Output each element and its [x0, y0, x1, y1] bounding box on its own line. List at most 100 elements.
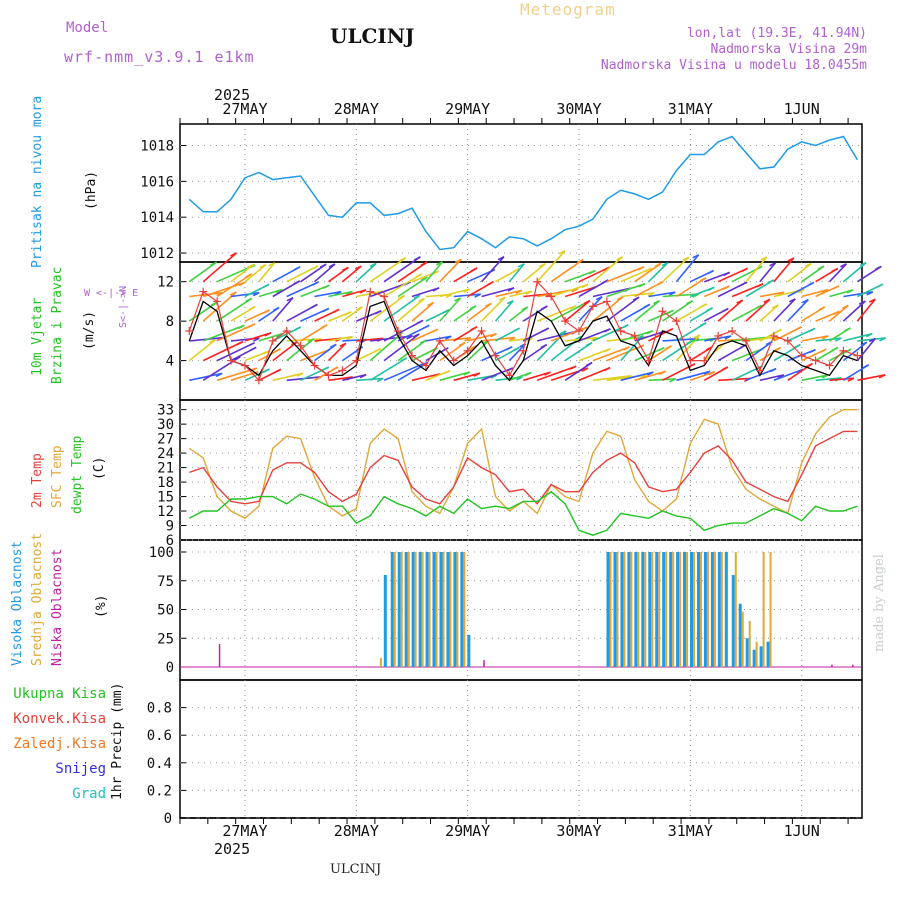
- wind-arrow: [648, 262, 669, 283]
- y-tick-label: 15: [157, 490, 174, 506]
- wind-arrow-head: [769, 262, 776, 267]
- high-cloud-bar: [404, 552, 408, 667]
- gust-marker: [658, 307, 667, 316]
- gust-marker: [742, 336, 751, 345]
- wind-arrow-head: [538, 262, 546, 268]
- wind-arrow: [202, 291, 237, 322]
- wind-arrow: [620, 371, 654, 382]
- wind-arrow: [536, 305, 576, 322]
- high-cloud-bar: [439, 552, 443, 667]
- wind-arrow: [272, 297, 294, 322]
- panel-frame: [179, 123, 863, 263]
- wind-arrow-head: [787, 257, 795, 262]
- wind-arrow: [745, 256, 768, 283]
- wind-arrow-head: [432, 287, 440, 292]
- wind-arrow-head: [445, 293, 452, 299]
- wind-arrow-head: [603, 366, 611, 372]
- wind-arrow-head: [821, 288, 829, 294]
- y-tick-label: 4: [166, 354, 174, 370]
- wind-arrow: [425, 261, 444, 283]
- wind-arrow-head: [622, 346, 630, 351]
- wind-arrow-head: [699, 321, 707, 327]
- gust-marker: [366, 287, 375, 296]
- wind-arrow-head: [840, 263, 847, 268]
- wind-arrow-head: [474, 293, 482, 298]
- low-cloud-bar: [483, 660, 485, 667]
- wind-arrow-head: [331, 366, 339, 371]
- mid-cloud-bar: [414, 552, 417, 667]
- wind-arrow-head: [263, 309, 270, 314]
- year-bottom: 2025: [214, 840, 251, 858]
- wind-arrow-head: [320, 324, 328, 329]
- y-tick-label: 0.6: [147, 728, 172, 744]
- high-cloud-bar: [620, 552, 624, 667]
- high-cloud-bar: [613, 552, 617, 667]
- wind-arrow-head: [589, 269, 596, 275]
- wind-arrow-head: [245, 273, 253, 278]
- low-cloud-bar: [218, 644, 221, 667]
- mid-cloud-bar: [637, 552, 640, 667]
- wind-arrow-head: [420, 261, 428, 266]
- wind-arrow: [369, 331, 404, 362]
- wind-arrow-head: [708, 371, 716, 376]
- gust-marker: [616, 327, 625, 335]
- wind-arrow-head: [868, 298, 876, 303]
- wind-arrow: [536, 250, 566, 283]
- wind-arrow-head: [667, 309, 674, 315]
- wind-arrow-head: [458, 341, 466, 347]
- wind-arrow-head: [415, 273, 423, 278]
- y-tick-label: 12: [157, 275, 174, 291]
- wind-arrow-head: [653, 299, 660, 305]
- high-cloud-bar: [627, 552, 631, 667]
- high-cloud-bar: [683, 552, 687, 667]
- wind-arrow: [856, 337, 876, 362]
- gust-marker: [296, 341, 305, 350]
- wind-arrow: [592, 256, 624, 283]
- wind-arrow-head: [506, 299, 514, 305]
- wind-arrow-head: [721, 307, 729, 313]
- wind-arrow: [439, 288, 471, 298]
- wind-arrow: [843, 332, 873, 342]
- wind-arrow: [606, 283, 646, 298]
- wind-arrow-head: [831, 267, 839, 273]
- y-tick-label: 24: [157, 446, 174, 462]
- wind-arrow-head: [692, 293, 699, 298]
- pressure-line: [188, 135, 859, 251]
- wind-arrow-head: [329, 343, 337, 349]
- wind-arrow-head: [359, 373, 367, 379]
- wind-arrow-head: [682, 256, 690, 261]
- gust-marker: [602, 297, 611, 306]
- y-tick-label: 12: [157, 504, 174, 520]
- mid-cloud-bar: [748, 621, 751, 667]
- wind-arrow: [369, 257, 407, 283]
- footer-station: ULCINJ: [330, 862, 382, 877]
- wind-arrow-head: [463, 371, 471, 376]
- wind-arrow: [856, 298, 876, 322]
- mid-cloud-bar: [699, 552, 702, 667]
- y-tick-label: 6: [166, 533, 174, 549]
- wind-arrow-head: [542, 327, 550, 332]
- wind-arrow-head: [268, 262, 275, 267]
- wind-arrow: [536, 365, 577, 382]
- wind-arrow-head: [807, 281, 815, 287]
- wind-arrow-head: [865, 332, 873, 338]
- wind-arrow: [801, 288, 829, 298]
- wind-arrow-head: [707, 269, 714, 275]
- wind-arrow-head: [637, 266, 645, 271]
- mid-cloud-bar: [762, 552, 765, 667]
- wind-arrow-head: [585, 361, 593, 367]
- meteogram-title: Meteogram: [520, 0, 616, 19]
- wind-arrow-head: [419, 339, 427, 344]
- wind-arrow-head: [322, 366, 330, 371]
- wind-arrow-head: [706, 307, 713, 312]
- wind-arrow-head: [464, 337, 472, 342]
- wind-arrow-head: [654, 262, 662, 268]
- wind-arrow-head: [806, 362, 813, 368]
- wind-arrow-head: [688, 363, 696, 368]
- gust-marker: [491, 351, 500, 360]
- wind-arrow: [606, 296, 640, 322]
- gust-marker: [435, 336, 444, 345]
- wind-arrow: [342, 373, 367, 382]
- wind-arrow-head: [878, 374, 886, 379]
